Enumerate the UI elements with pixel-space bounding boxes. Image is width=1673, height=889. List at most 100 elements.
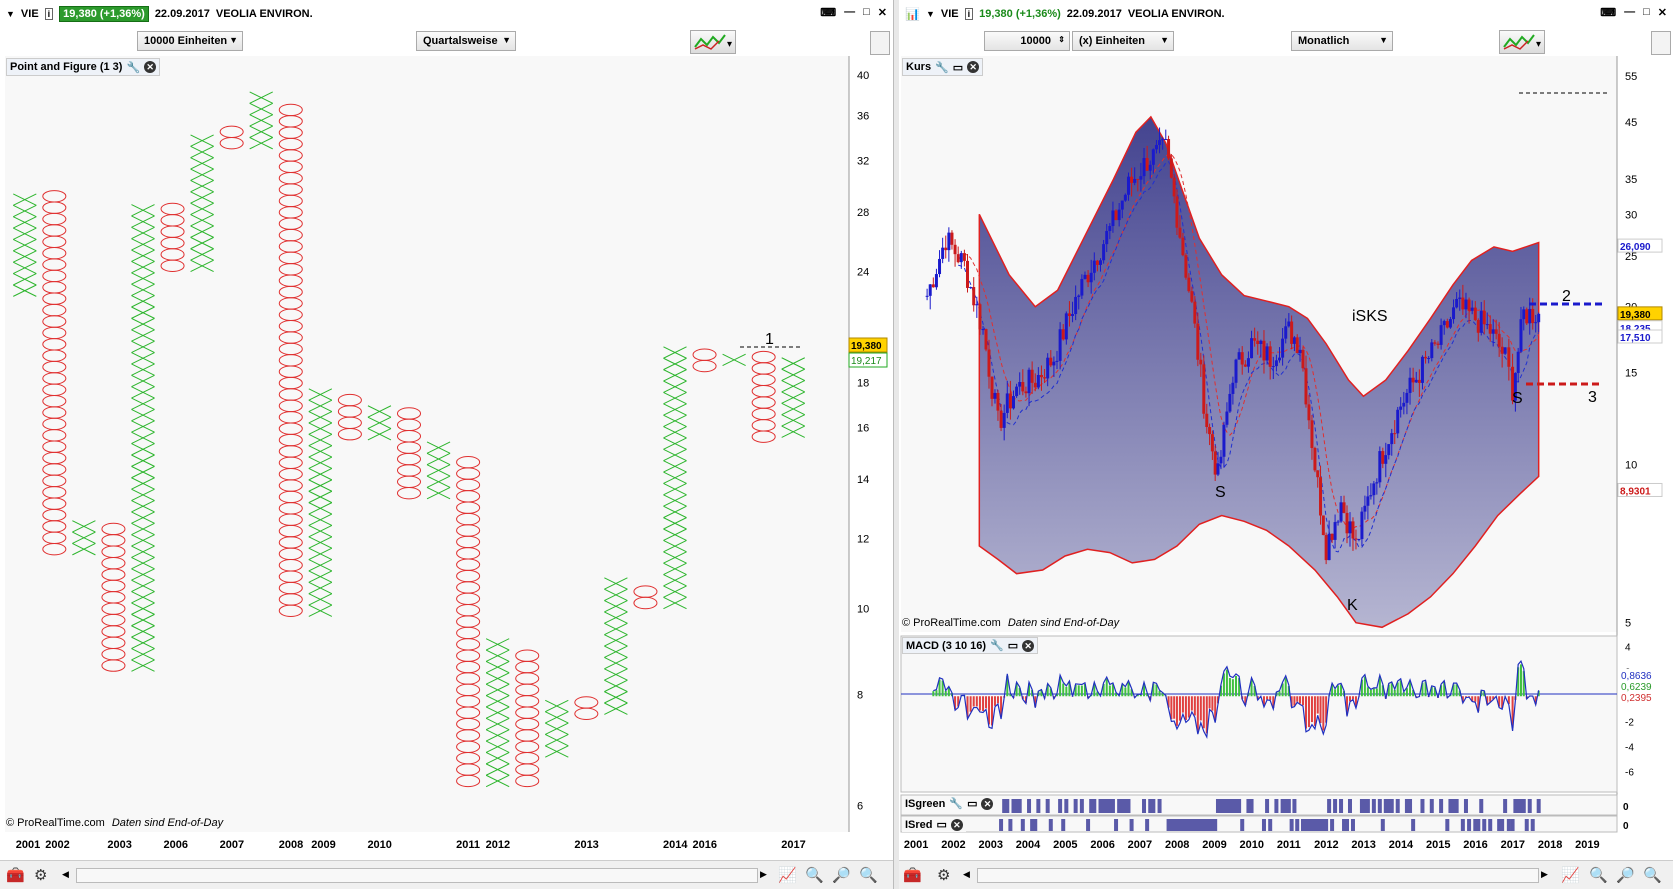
symbol-label[interactable]: VIE [20,8,39,20]
indicator-icon[interactable]: ⚙ [937,867,951,884]
macd-bar [1238,678,1241,697]
units-select[interactable]: 10000 Einheiten ▼ [137,31,243,51]
close-panel-icon[interactable]: ✕ [1022,639,1035,652]
pf-x-box [190,225,214,238]
pf-o-box [633,585,658,598]
side-tool-icon[interactable] [870,31,890,55]
scroll-right-icon[interactable]: ▶ [760,869,767,879]
candle-body [1222,424,1226,457]
close-panel-icon[interactable]: ✕ [967,61,980,73]
units-mode-select[interactable]: (x) Einheiten ▼ [1072,31,1174,51]
units-input[interactable]: 10000 ⇕ [984,31,1070,51]
isred-bar [1309,819,1314,831]
window-icon[interactable]: ▭ [952,61,964,74]
close-button[interactable]: ✕ [877,7,887,19]
close-panel-icon[interactable]: ✕ [950,818,963,831]
keyboard-icon[interactable]: ⌨ [1600,7,1617,19]
candle-body [1408,377,1412,393]
pf-x-box [72,531,96,544]
isgreen-bar [1516,799,1521,813]
toolbox-icon[interactable]: 🧰 [903,867,922,884]
horizontal-scrollbar[interactable] [76,868,758,883]
wrench-icon[interactable]: 🔧 [990,640,1004,652]
indicator-icon[interactable]: ⚙ [34,867,48,884]
period-select[interactable]: Quartalsweise ▼ [416,31,516,51]
window-icon[interactable]: ▭ [936,819,947,831]
scroll-left-icon[interactable]: ◀ [62,869,69,879]
candle-body [1381,451,1385,464]
pf-price-tag [848,337,888,353]
period-select[interactable]: Monatlich ▼ [1291,31,1393,51]
candle-body [950,232,954,245]
macd-y-tick: 4 [1625,642,1631,653]
candle-body [1519,319,1523,352]
symbol-dropdown-icon[interactable]: ▼ [6,9,15,19]
maximize-button[interactable]: □ [863,6,870,18]
chart-style-icon[interactable]: 📈 [778,867,797,884]
pf-x-box [781,425,805,438]
pf-panel-title: Point and Figure (1 3) 🔧 ✕ [6,58,161,76]
candle-body [1304,368,1308,405]
info-icon[interactable]: i [44,8,54,20]
keyboard-icon[interactable]: ⌨ [820,7,837,19]
candle-body [1199,359,1203,365]
candle-body [1154,144,1158,150]
close-panel-icon[interactable]: ✕ [144,61,157,73]
candle-body [1307,404,1311,421]
candle-body [1461,297,1465,310]
instrument-name: VEOLIA ENVIRON. [215,8,313,20]
horizontal-scrollbar[interactable] [977,868,1539,883]
wrench-icon[interactable]: 🔧 [935,61,949,74]
macd-bar [1216,696,1219,704]
chart-tools-button[interactable]: ▾ [1499,30,1545,54]
isred-plot-bg [900,815,1618,833]
scroll-right-icon[interactable]: ▶ [1541,869,1548,879]
zoom-out-icon[interactable]: 🔎 [832,867,851,884]
macd-bar [957,696,960,707]
close-button[interactable]: ✕ [1657,7,1667,19]
macd-bar [1253,685,1256,697]
minimize-button[interactable]: — [844,6,856,18]
pf-x-box [131,295,155,308]
pf-x-box [308,536,333,549]
chart-style-icon[interactable]: 📈 [1561,867,1580,884]
candle-body [1095,260,1099,265]
wrench-icon[interactable]: 🔧 [126,61,141,74]
pf-y-tick: 10 [857,604,869,616]
info-icon[interactable]: i [964,8,974,20]
price-x-label: 2010 [1240,839,1264,851]
minimize-button[interactable]: — [1624,6,1636,18]
toolbox-icon[interactable]: 🧰 [6,867,25,884]
isred-bar [1524,819,1529,831]
stepper-icon[interactable]: ⇕ [1058,35,1065,44]
scroll-left-icon[interactable]: ◀ [963,869,970,879]
maximize-button[interactable]: □ [1643,6,1650,18]
pf-x-box [308,593,333,606]
isred-bar [1033,819,1038,831]
pf-x-box [663,403,687,416]
isgreen-bar [1107,799,1112,813]
annotation-k: K [1347,597,1358,614]
side-tool-icon[interactable] [1651,31,1671,55]
candle-body [1139,176,1143,180]
zoom-area-icon[interactable]: 🔍 [1589,867,1608,884]
macd-bar [1244,696,1247,705]
chart-type-icon[interactable]: 📊 [905,7,920,21]
isgreen-bar [1058,799,1063,813]
pf-x-box [13,273,37,286]
candle-body [1327,533,1331,561]
zoom-area-icon[interactable]: 🔍 [805,867,824,884]
window-icon[interactable]: ▭ [967,798,978,810]
wrench-icon[interactable]: 🔧 [949,798,964,810]
pf-x-box [131,431,155,445]
zoom-in-icon[interactable]: 🔍 [1643,867,1662,884]
pf-o-column [278,103,303,617]
chart-tools-button[interactable]: ▾ [690,30,736,54]
symbol-dropdown-icon[interactable]: ▼ [925,9,935,19]
close-panel-icon[interactable]: ✕ [981,797,994,810]
candle-body [1319,477,1323,516]
symbol-label[interactable]: VIE [940,8,959,20]
window-icon[interactable]: ▭ [1007,640,1019,652]
zoom-in-icon[interactable]: 🔍 [859,867,878,884]
zoom-out-icon[interactable]: 🔎 [1616,867,1635,884]
